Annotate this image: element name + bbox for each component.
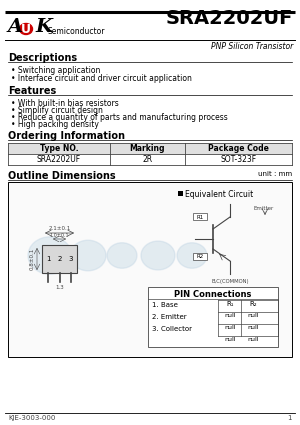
Bar — [148, 287, 278, 347]
Ellipse shape — [70, 240, 106, 271]
Text: PNP Silicon Transistor: PNP Silicon Transistor — [211, 42, 293, 51]
Text: 1: 1 — [287, 415, 292, 421]
Text: 0.8±0.1: 0.8±0.1 — [29, 248, 34, 270]
Text: • Interface circuit and driver circuit application: • Interface circuit and driver circuit a… — [11, 74, 192, 83]
Text: • With built-in bias resistors: • With built-in bias resistors — [11, 99, 119, 108]
Text: Type NO.: Type NO. — [40, 144, 78, 153]
Ellipse shape — [141, 241, 175, 270]
Text: 3. Collector: 3. Collector — [152, 326, 192, 332]
Text: 1: 1 — [46, 256, 50, 262]
Text: K: K — [35, 18, 52, 36]
Text: R1: R1 — [196, 215, 204, 219]
Text: unit : mm: unit : mm — [258, 171, 292, 177]
Bar — [8, 143, 292, 154]
Text: null: null — [247, 337, 259, 342]
Text: R₁: R₁ — [226, 301, 234, 307]
Text: 2R: 2R — [142, 155, 153, 164]
Text: B,C(COMMON): B,C(COMMON) — [211, 279, 249, 284]
Ellipse shape — [177, 243, 207, 268]
Text: U: U — [21, 23, 31, 36]
Text: • Reduce a quantity of parts and manufacturing process: • Reduce a quantity of parts and manufac… — [11, 113, 228, 122]
Text: Features: Features — [8, 86, 56, 96]
Text: Semiconductor: Semiconductor — [47, 27, 104, 36]
Text: Marking: Marking — [130, 144, 165, 153]
Text: 3: 3 — [69, 256, 73, 262]
Bar — [193, 213, 207, 220]
Bar — [178, 191, 183, 196]
Text: PIN Connections: PIN Connections — [174, 290, 252, 299]
Text: • Simplify circuit design: • Simplify circuit design — [11, 106, 103, 115]
Text: null: null — [224, 313, 236, 318]
Ellipse shape — [20, 23, 32, 34]
Text: 1. Base: 1. Base — [152, 302, 178, 308]
Text: 2. Emitter: 2. Emitter — [152, 314, 187, 320]
Text: Equivalent Circuit: Equivalent Circuit — [185, 190, 253, 198]
Text: 2.1±0.1: 2.1±0.1 — [48, 226, 70, 231]
Text: null: null — [247, 313, 259, 318]
Text: null: null — [224, 325, 236, 330]
Text: KJE-3003-000: KJE-3003-000 — [8, 415, 56, 421]
Text: null: null — [247, 325, 259, 330]
Bar — [193, 253, 207, 260]
Bar — [42, 245, 77, 273]
Text: Ordering Information: Ordering Information — [8, 131, 125, 141]
Text: Package Code: Package Code — [208, 144, 269, 153]
Text: Descriptions: Descriptions — [8, 53, 77, 63]
Text: Outline Dimensions: Outline Dimensions — [8, 171, 115, 181]
Text: R₂: R₂ — [249, 301, 257, 307]
Bar — [8, 182, 292, 357]
Text: 2: 2 — [57, 256, 62, 262]
Text: SRA2202UF: SRA2202UF — [37, 155, 81, 164]
Text: R2: R2 — [196, 255, 204, 260]
Text: null: null — [224, 337, 236, 342]
Text: 1.3: 1.3 — [55, 285, 64, 290]
Text: A: A — [8, 18, 23, 36]
Text: • Switching application: • Switching application — [11, 66, 100, 75]
Text: 1.0±0.1: 1.0±0.1 — [50, 233, 69, 238]
Text: SRA2202UF: SRA2202UF — [166, 9, 293, 28]
Text: Emitter: Emitter — [254, 206, 274, 211]
Text: SOT-323F: SOT-323F — [220, 155, 256, 164]
Text: • High packing density: • High packing density — [11, 120, 99, 129]
Ellipse shape — [28, 237, 72, 274]
Ellipse shape — [107, 243, 137, 268]
